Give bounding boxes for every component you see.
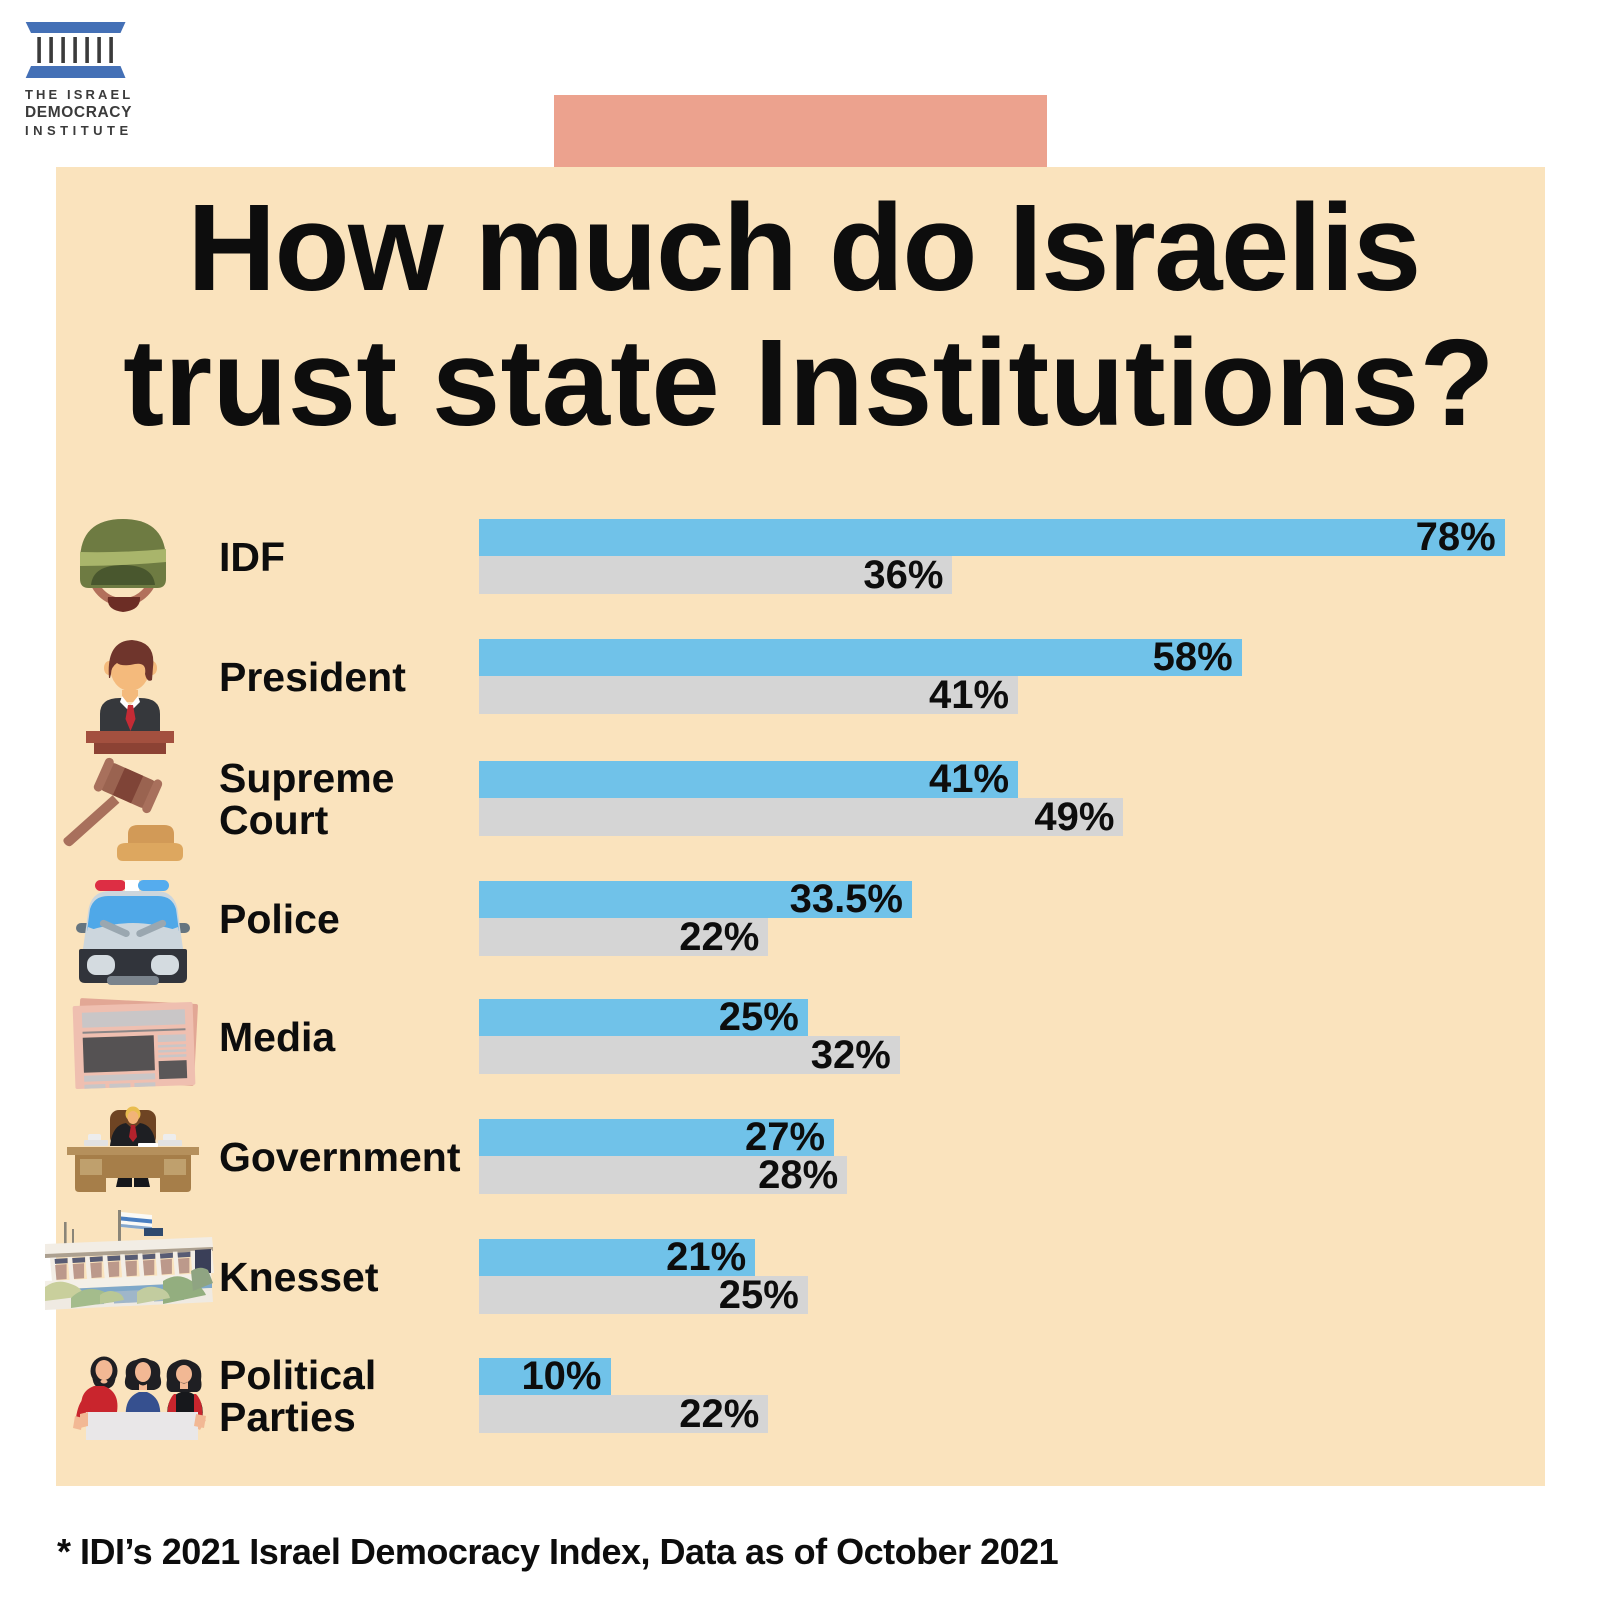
svg-text:DEMOCRACY: DEMOCRACY <box>25 104 132 121</box>
svg-text:THE ISRAEL: THE ISRAEL <box>25 87 133 102</box>
svg-text:INSTITUTE: INSTITUTE <box>25 123 133 138</box>
